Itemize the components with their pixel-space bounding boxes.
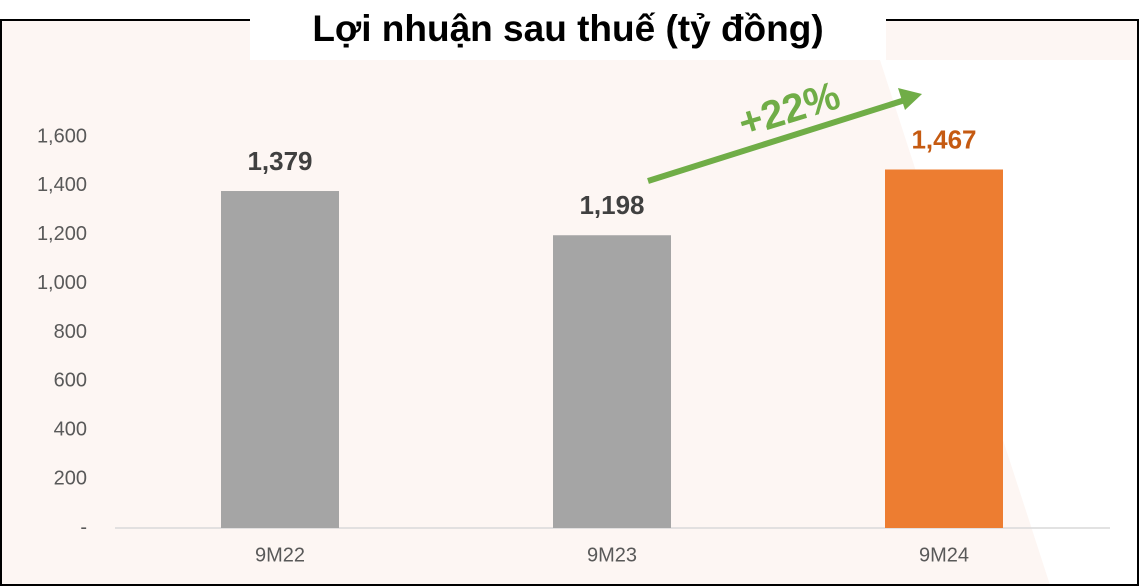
- data-label: 1,467: [911, 124, 976, 154]
- y-tick-label: 200: [54, 467, 87, 489]
- y-tick-label: 600: [54, 370, 87, 392]
- x-tick-label: 9M22: [255, 544, 305, 566]
- data-label: 1,379: [247, 146, 312, 176]
- x-tick-label: 9M24: [919, 544, 969, 566]
- y-tick-label: 1,600: [37, 125, 87, 147]
- bar: [885, 169, 1003, 528]
- bar: [553, 235, 671, 528]
- title-backdrop: [250, 0, 886, 60]
- data-label: 1,198: [579, 190, 644, 220]
- growth-arrowhead: [898, 88, 922, 110]
- y-tick-label: 1,200: [37, 223, 87, 245]
- y-tick-label: 400: [54, 419, 87, 441]
- bar: [221, 191, 339, 528]
- x-tick-label: 9M23: [587, 544, 637, 566]
- y-tick-label: 1,400: [37, 174, 87, 196]
- y-tick-label: -: [80, 516, 87, 538]
- growth-arrow: [647, 97, 906, 184]
- chart-title: Lợi nhuận sau thuế (tỷ đồng): [312, 8, 823, 49]
- y-tick-label: 800: [54, 321, 87, 343]
- y-tick-label: 1,000: [37, 272, 87, 294]
